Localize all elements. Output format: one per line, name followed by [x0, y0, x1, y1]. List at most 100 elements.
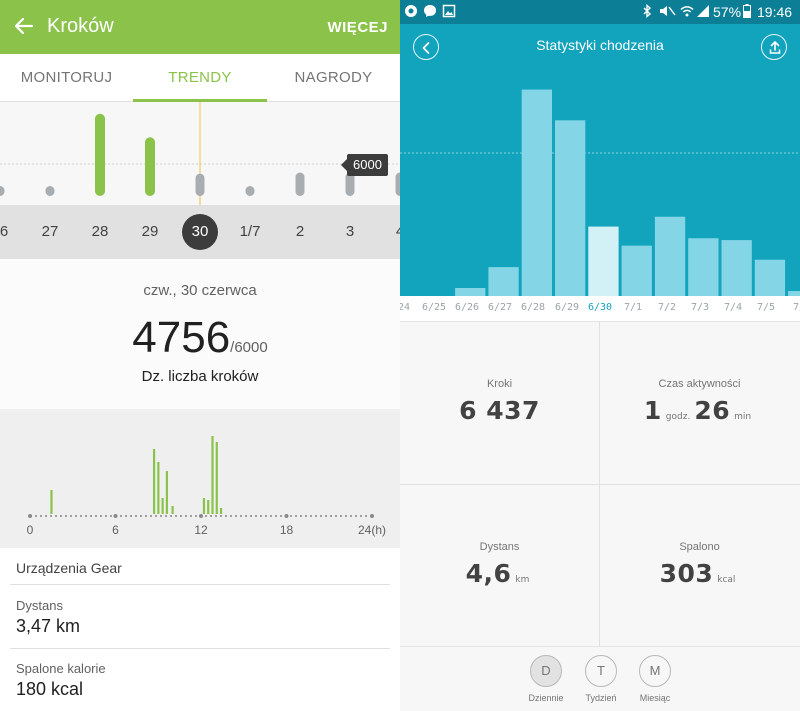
step-bar — [488, 267, 519, 296]
share-button[interactable] — [761, 34, 787, 60]
back-arrow-icon[interactable] — [10, 12, 38, 40]
samsung-health-pane: Kroków WIĘCEJ MONITORUJ TRENDY NAGRODY 6… — [0, 0, 400, 711]
hourly-tick-label: 18 — [280, 523, 294, 537]
distance-stat-label: Dystans — [479, 541, 520, 553]
trend-bar — [145, 137, 155, 196]
distance-row: Dystans 3,47 km — [0, 585, 400, 647]
hourly-tick-label: 0 — [27, 523, 34, 537]
trend-bar — [245, 186, 255, 196]
step-count: 4756/6000 — [0, 313, 400, 363]
stats-grid: Kroki 6 437 Czas aktywności 1 godz. 26 min … — [400, 322, 800, 646]
minutes-unit: min — [734, 412, 752, 422]
hourly-bar — [211, 436, 214, 514]
mode-monthly-label: Miesiąc — [639, 693, 671, 703]
details-list: Urządzenia Gear Dystans 3,47 km Spalone … — [0, 548, 400, 711]
hourly-bar — [152, 449, 156, 514]
period-selector: D Dziennie T Tydzień M Miesiąc — [400, 646, 800, 711]
date-item[interactable]: 28 — [91, 223, 109, 240]
daily-steps-trend-chart[interactable]: 6000 — [0, 102, 400, 205]
hourly-chart-svg: 0 6 12 18 24(h) — [27, 436, 386, 537]
stats-header: Statystyki chodzenia — [400, 24, 800, 68]
more-button[interactable]: WIĘCEJ — [327, 19, 388, 36]
date-item-selected[interactable]: 30 — [180, 205, 220, 259]
chevron-left-icon — [422, 42, 430, 54]
mode-monthly-letter: M — [639, 655, 671, 687]
hourly-tick-dot — [28, 514, 32, 518]
hourly-bar — [157, 462, 160, 514]
hourly-bar — [171, 506, 174, 514]
trend-bar — [195, 173, 205, 196]
x-tick: 7/3 — [690, 302, 710, 313]
calories-value: 180 kcal — [16, 679, 84, 699]
trend-bar — [95, 113, 105, 196]
distance-number: 4,6 — [465, 559, 512, 588]
active-time-stat: Czas aktywności 1 godz. 26 min — [600, 378, 799, 425]
step-bar — [721, 240, 752, 296]
mode-weekly-button[interactable]: T Tydzień — [571, 655, 631, 703]
hourly-bar — [219, 508, 223, 514]
tab-trends[interactable]: TRENDY — [168, 69, 232, 86]
step-bar — [788, 291, 800, 296]
distance-value: 3,47 km — [16, 616, 81, 636]
tab-rewards[interactable]: NAGRODY — [294, 69, 373, 86]
wifi-icon — [680, 6, 694, 17]
step-bar — [754, 259, 786, 296]
active-time-value: 1 godz. 26 min — [600, 396, 799, 425]
mode-daily-label: Dziennie — [528, 693, 564, 703]
tab-bar: MONITORUJ TRENDY NAGRODY — [0, 54, 400, 102]
steps-goal: /6000 — [230, 339, 268, 356]
hourly-bar — [207, 500, 210, 514]
weekly-steps-chart[interactable] — [400, 68, 800, 296]
notification-icon — [405, 5, 417, 17]
hourly-tick-dot — [284, 514, 289, 518]
hourly-tick-label: 24(h) — [358, 523, 386, 537]
calories-label: Spalone kalorie — [16, 661, 106, 676]
back-button[interactable] — [413, 34, 439, 60]
hourly-tick-label: 6 — [112, 523, 119, 537]
mode-daily-letter: D — [530, 655, 562, 687]
hourly-tick-dot — [370, 514, 374, 518]
app-bar: Kroków WIĘCEJ — [0, 0, 400, 54]
section-title: Urządzenia Gear — [16, 560, 122, 576]
tab-monitor[interactable]: MONITORUJ — [20, 69, 113, 86]
hourly-bar — [215, 442, 218, 514]
date-item[interactable]: 4 — [380, 205, 400, 259]
steps-stat-value: 6 437 — [459, 396, 540, 425]
active-tab-indicator — [133, 99, 267, 102]
date-item[interactable]: 27 — [41, 223, 59, 240]
hourly-tick-label: 12 — [194, 523, 208, 537]
x-tick: 7/ — [792, 302, 800, 313]
mode-monthly-button[interactable]: M Miesiąc — [625, 655, 685, 703]
signal-icon — [697, 5, 709, 17]
date-item[interactable]: 3 — [345, 223, 355, 240]
distance-label: Dystans — [16, 598, 63, 613]
date-item[interactable]: 1/7 — [239, 223, 261, 240]
active-hours: 1 — [643, 396, 662, 425]
hourly-bar — [50, 490, 53, 514]
goal-tag: 6000 — [341, 154, 388, 176]
daily-steps-label: Dz. liczba kroków — [141, 368, 259, 385]
date-item[interactable]: 2 — [295, 223, 305, 240]
clock: 19:46 — [757, 4, 793, 20]
distance-unit: km — [515, 575, 530, 585]
step-bar — [588, 226, 619, 296]
x-tick-selected: 6/30 — [587, 302, 613, 313]
hours-unit: godz. — [665, 412, 691, 422]
hourly-bar — [202, 498, 206, 514]
trend-bar — [295, 172, 305, 196]
x-tick: 7/2 — [657, 302, 677, 313]
burned-stat: Spalono 303 kcal — [600, 541, 799, 588]
x-tick: 6/29 — [554, 302, 580, 313]
step-bar — [621, 245, 652, 296]
bluetooth-icon — [643, 4, 652, 18]
step-bar — [654, 216, 686, 296]
date-item[interactable]: 29 — [141, 223, 159, 240]
x-tick: 24 — [400, 302, 411, 313]
trend-bar — [345, 172, 355, 196]
share-upload-icon — [769, 41, 781, 54]
step-bar — [555, 120, 586, 296]
steps-stat: Kroki 6 437 — [400, 378, 599, 425]
trend-bar — [395, 172, 400, 196]
date-item[interactable]: 6 — [0, 223, 9, 240]
mode-daily-button[interactable]: D Dziennie — [516, 655, 576, 703]
